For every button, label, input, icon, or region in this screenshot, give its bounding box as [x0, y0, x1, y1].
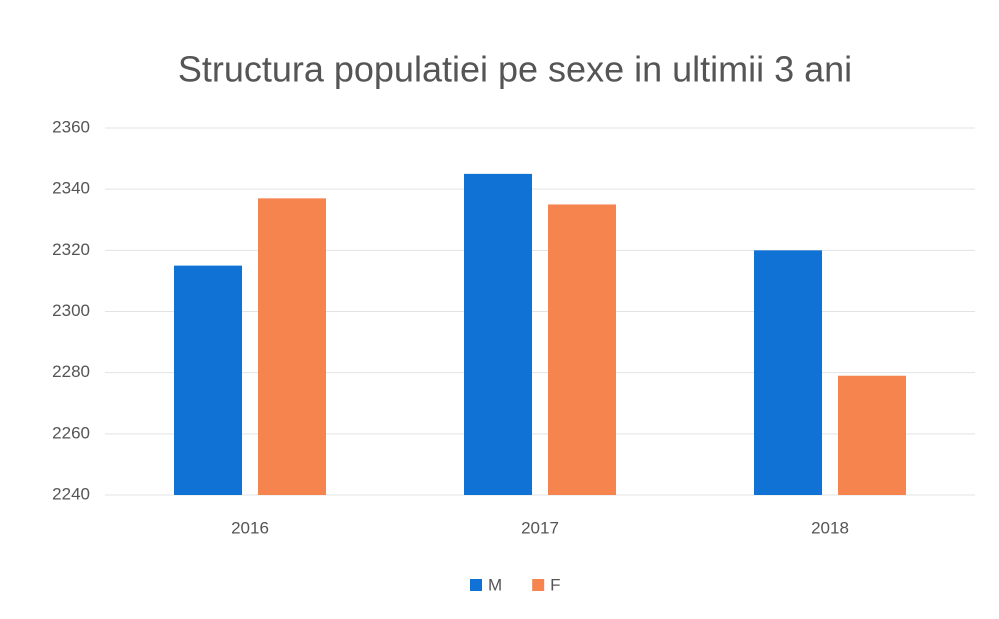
legend-swatch: [470, 579, 482, 591]
bar: [464, 173, 532, 495]
y-tick-label: 2280: [52, 362, 90, 381]
x-tick-label: 2016: [231, 518, 269, 537]
chart-title: Structura populatiei pe sexe in ultimii …: [178, 49, 852, 90]
y-tick-label: 2300: [52, 301, 90, 320]
bar: [258, 198, 326, 495]
x-tick-label: 2017: [521, 518, 559, 537]
y-tick-label: 2340: [52, 179, 90, 198]
legend-label: F: [550, 575, 560, 594]
y-tick-label: 2260: [52, 423, 90, 442]
bar: [754, 250, 822, 495]
bar: [174, 265, 242, 495]
y-tick-label: 2360: [52, 117, 90, 136]
y-tick-label: 2240: [52, 484, 90, 503]
bar: [838, 375, 906, 495]
x-tick-label: 2018: [811, 518, 849, 537]
y-tick-label: 2320: [52, 240, 90, 259]
bar: [548, 204, 616, 496]
legend-swatch: [532, 579, 545, 591]
legend-label: M: [488, 575, 502, 594]
